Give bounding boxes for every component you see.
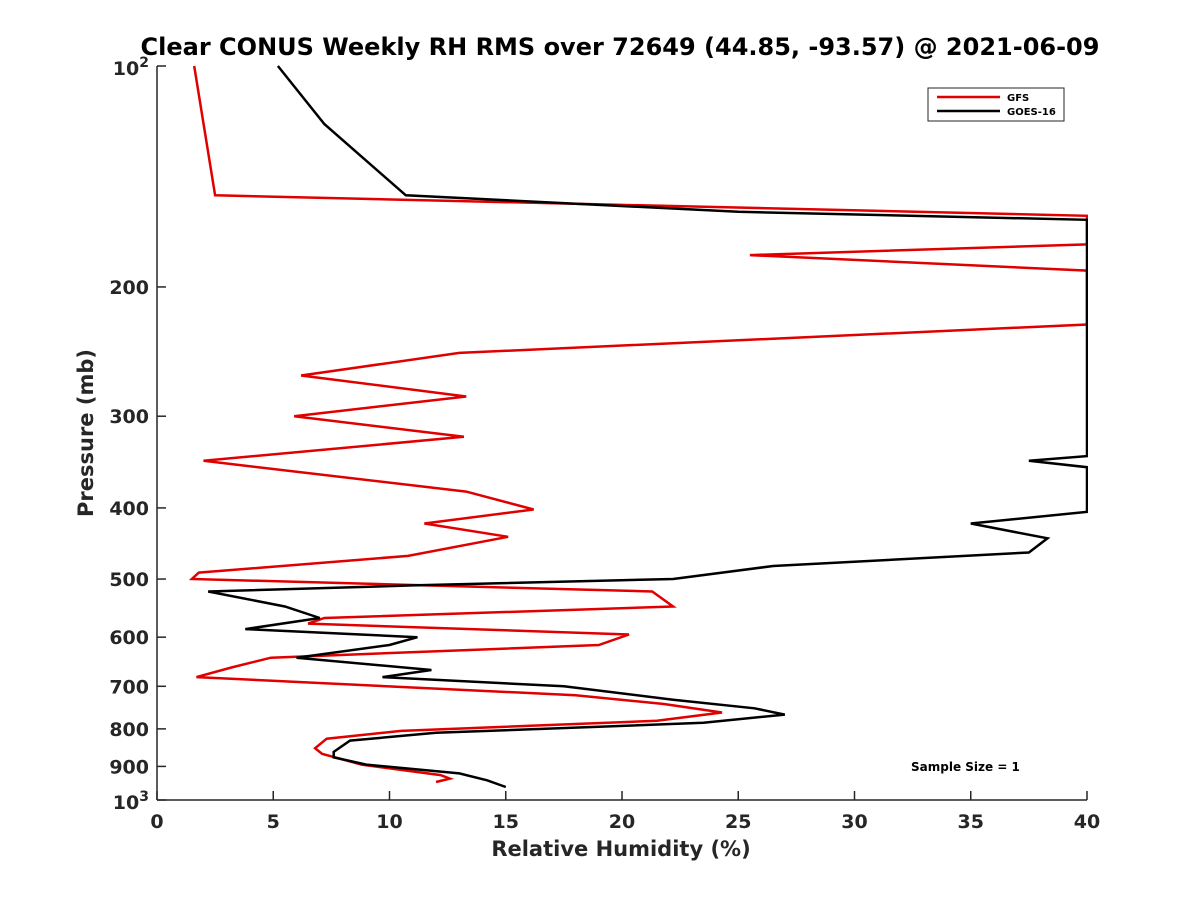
x-axis-label: Relative Humidity (%) bbox=[491, 837, 750, 861]
series-line-goes16 bbox=[207, 65, 1088, 789]
x-tick-label: 15 bbox=[493, 811, 519, 833]
chart-title: Clear CONUS Weekly RH RMS over 72649 (44… bbox=[141, 33, 1100, 61]
y-axis-label: Pressure (mb) bbox=[74, 349, 98, 517]
y-tick-label: 500 bbox=[109, 569, 149, 591]
y-tick-label: 700 bbox=[109, 676, 149, 698]
series-line-gfs bbox=[188, 65, 1088, 784]
y-ticks: 200 300 400 500 600 700 800 900 102 103 bbox=[109, 55, 166, 814]
y-tick-label: 800 bbox=[109, 719, 149, 741]
y-tick-label: 300 bbox=[109, 406, 149, 428]
x-tick-label: 30 bbox=[841, 811, 867, 833]
x-tick-label: 5 bbox=[267, 811, 280, 833]
legend: GFS GOES-16 bbox=[927, 87, 1065, 122]
y-tick-label: 600 bbox=[109, 627, 149, 649]
x-tick-label: 10 bbox=[376, 811, 402, 833]
x-tick-label: 35 bbox=[958, 811, 984, 833]
legend-label-gfs: GFS bbox=[1007, 93, 1029, 104]
x-ticks: 0 5 10 15 20 25 30 35 40 bbox=[150, 791, 1100, 833]
x-tick-label: 25 bbox=[725, 811, 751, 833]
legend-label-goes16: GOES-16 bbox=[1007, 107, 1056, 118]
x-tick-label: 0 bbox=[150, 811, 163, 833]
y-tick-label: 900 bbox=[109, 756, 149, 778]
x-tick-label: 20 bbox=[609, 811, 635, 833]
plot-area: 0 5 10 15 20 25 30 35 40 200 300 400 500 600 700 800 90… bbox=[109, 55, 1100, 833]
y-tick-label-exponent: 103 bbox=[113, 789, 149, 814]
series-layer bbox=[188, 65, 1088, 789]
y-tick-label: 200 bbox=[109, 277, 149, 299]
y-tick-label: 400 bbox=[109, 498, 149, 520]
x-tick-label: 40 bbox=[1074, 811, 1100, 833]
sample-size-annotation: Sample Size = 1 bbox=[911, 760, 1020, 774]
y-tick-label-exponent: 102 bbox=[113, 55, 149, 80]
legend-box bbox=[927, 87, 1065, 122]
